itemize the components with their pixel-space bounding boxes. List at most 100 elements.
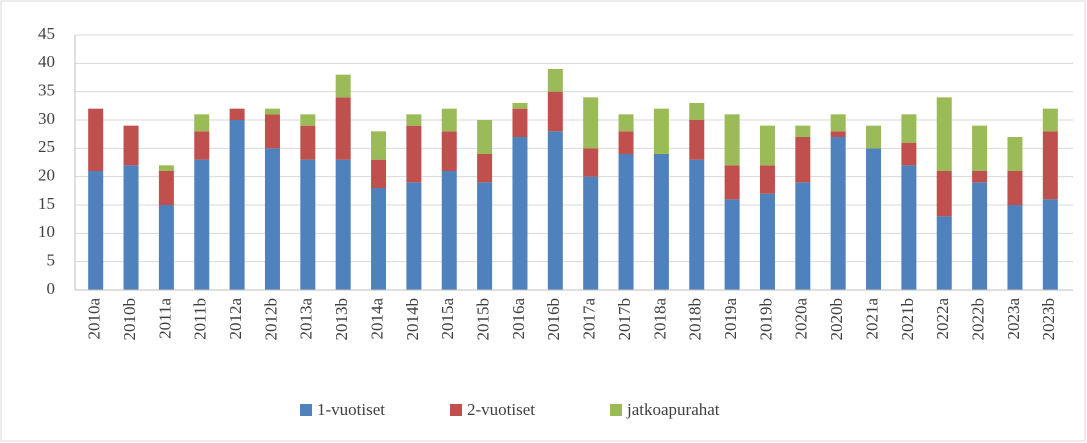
bar-segment bbox=[229, 108, 245, 120]
x-tick-label: 2023a bbox=[1004, 298, 1023, 340]
bar-segment bbox=[1007, 171, 1023, 205]
legend-swatch bbox=[300, 404, 312, 416]
bar-segment bbox=[123, 165, 139, 290]
bar-segment bbox=[759, 193, 775, 290]
x-tick-label: 2011b bbox=[191, 298, 210, 340]
bar-segment bbox=[264, 114, 280, 149]
bar-segment bbox=[1042, 108, 1058, 132]
bar-segment bbox=[300, 114, 316, 126]
x-tick-label: 2012b bbox=[261, 298, 280, 341]
bar-segment bbox=[406, 182, 422, 290]
bar-segment bbox=[335, 74, 351, 98]
y-tick-label: 15 bbox=[38, 194, 55, 213]
bar-segment bbox=[229, 120, 245, 290]
bar-segment bbox=[936, 97, 952, 171]
bar-segment bbox=[583, 148, 599, 177]
bar-segment bbox=[300, 159, 316, 290]
x-tick-label: 2014b bbox=[403, 298, 422, 341]
bar-segment bbox=[795, 125, 811, 137]
x-tick-label: 2015b bbox=[474, 298, 493, 341]
x-tick-label: 2019b bbox=[756, 298, 775, 341]
y-tick-label: 20 bbox=[38, 166, 55, 185]
bar-segment bbox=[158, 205, 174, 290]
x-tick-label: 2021a bbox=[862, 298, 881, 340]
bar-segment bbox=[724, 114, 740, 166]
bar-segment bbox=[583, 97, 599, 149]
bar-segment bbox=[123, 125, 139, 166]
bar-segment bbox=[830, 131, 846, 137]
x-tick-label: 2011a bbox=[155, 298, 174, 339]
bar-segment bbox=[300, 125, 316, 160]
bar-segment bbox=[972, 171, 988, 183]
bar-segment bbox=[371, 131, 387, 160]
bar-segment bbox=[264, 148, 280, 290]
bar-segment bbox=[653, 108, 669, 154]
x-tick-label: 2013b bbox=[332, 298, 351, 341]
bar-segment bbox=[689, 120, 705, 160]
legend-label: 2-vuotiset bbox=[467, 400, 535, 419]
x-tick-label: 2022a bbox=[933, 298, 952, 340]
x-tick-label: 2015a bbox=[438, 298, 457, 340]
bar-segment bbox=[441, 171, 457, 290]
bar-segment bbox=[936, 216, 952, 290]
bar-segment bbox=[512, 103, 528, 109]
legend-label: jatkoapurahat bbox=[626, 400, 720, 419]
bar-segment bbox=[866, 148, 882, 290]
x-tick-label: 2012a bbox=[226, 298, 245, 340]
bar-segment bbox=[194, 159, 210, 290]
x-tick-label: 2021b bbox=[898, 298, 917, 341]
bar-segment bbox=[477, 182, 493, 290]
bar-segment bbox=[1007, 137, 1023, 171]
bar-segment bbox=[477, 120, 493, 154]
bar-segment bbox=[1007, 205, 1023, 290]
x-tick-label: 2016a bbox=[509, 298, 528, 340]
x-tick-label: 2020a bbox=[792, 298, 811, 340]
bar-segment bbox=[512, 108, 528, 137]
bar-segment bbox=[406, 114, 422, 126]
x-tick-label: 2017b bbox=[615, 298, 634, 341]
bar-segment bbox=[936, 171, 952, 217]
bar-segment bbox=[547, 69, 563, 92]
bar-segment bbox=[724, 165, 740, 200]
bar-segment bbox=[1042, 131, 1058, 200]
bar-segment bbox=[512, 137, 528, 290]
bar-segment bbox=[335, 159, 351, 290]
bar-segment bbox=[335, 97, 351, 160]
x-tick-label: 2018a bbox=[650, 298, 669, 340]
bar-segment bbox=[88, 171, 104, 290]
bar-segment bbox=[972, 125, 988, 171]
legend-swatch bbox=[450, 404, 462, 416]
bar-segment bbox=[618, 114, 634, 132]
y-tick-label: 35 bbox=[38, 81, 55, 100]
bar-segment bbox=[406, 125, 422, 183]
bar-segment bbox=[618, 131, 634, 154]
x-tick-label: 2022b bbox=[969, 298, 988, 341]
bar-segment bbox=[830, 114, 846, 132]
y-tick-label: 10 bbox=[38, 222, 55, 241]
bar-segment bbox=[547, 131, 563, 290]
x-tick-label: 2010a bbox=[85, 298, 104, 340]
bar-segment bbox=[441, 108, 457, 132]
bar-segment bbox=[371, 188, 387, 290]
y-tick-label: 25 bbox=[38, 137, 55, 156]
bar-segment bbox=[477, 154, 493, 183]
y-tick-label: 40 bbox=[38, 52, 55, 71]
bar-segment bbox=[371, 159, 387, 188]
x-tick-label: 2018b bbox=[686, 298, 705, 341]
bar-segment bbox=[618, 154, 634, 290]
x-tick-label: 2013a bbox=[297, 298, 316, 340]
x-tick-label: 2017a bbox=[580, 298, 599, 340]
bar-segment bbox=[901, 114, 917, 143]
bar-segment bbox=[441, 131, 457, 171]
bar-segment bbox=[724, 199, 740, 290]
bar-segment bbox=[972, 182, 988, 290]
y-tick-label: 45 bbox=[38, 24, 55, 43]
bar-segment bbox=[88, 108, 104, 171]
bar-segment bbox=[194, 131, 210, 160]
x-tick-label: 2010b bbox=[120, 298, 139, 341]
y-tick-label: 0 bbox=[47, 279, 56, 298]
bar-segment bbox=[1042, 199, 1058, 290]
legend-label: 1-vuotiset bbox=[317, 400, 385, 419]
x-tick-label: 2023b bbox=[1039, 298, 1058, 341]
